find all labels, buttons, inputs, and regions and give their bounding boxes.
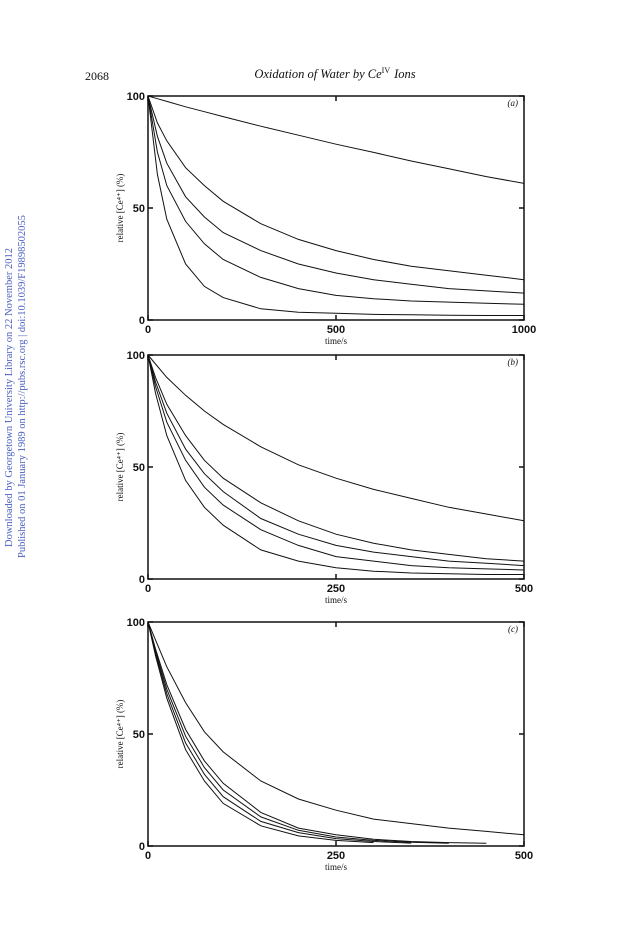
y-axis-label: relative [Ce⁴⁺] (%) bbox=[115, 174, 125, 243]
decay-curve bbox=[147, 95, 524, 316]
decay-curve bbox=[147, 354, 525, 522]
decay-curve bbox=[147, 95, 525, 305]
x-tick-label: 500 bbox=[515, 850, 533, 862]
decay-curve bbox=[147, 621, 487, 844]
x-axis-label: time/s bbox=[325, 336, 347, 346]
x-tick-label: 1000 bbox=[512, 324, 536, 336]
page-number: 2068 bbox=[85, 69, 109, 83]
running-title: Oxidation of Water by CeIV Ions bbox=[254, 66, 415, 81]
decay-curve bbox=[147, 95, 525, 294]
y-axis-label: relative [Ce⁴⁺] (%) bbox=[115, 700, 125, 769]
x-tick-label: 500 bbox=[515, 583, 533, 595]
decay-curve bbox=[147, 354, 524, 575]
panel-label: (a) bbox=[508, 98, 519, 108]
y-tick-label: 0 bbox=[139, 574, 145, 586]
y-tick-label: 50 bbox=[133, 729, 145, 741]
decay-curve bbox=[147, 354, 525, 562]
decay-curve bbox=[147, 621, 525, 836]
y-tick-label: 0 bbox=[139, 315, 145, 327]
x-tick-label: 500 bbox=[327, 324, 345, 336]
decay-curve bbox=[147, 354, 525, 571]
publication-notice: Published on 01 January 1989 on http://p… bbox=[17, 215, 28, 558]
y-tick-label: 50 bbox=[133, 203, 145, 215]
plot-frame bbox=[147, 621, 525, 847]
decay-curve bbox=[147, 621, 412, 844]
x-axis-label: time/s bbox=[325, 595, 347, 605]
decay-curve bbox=[147, 95, 525, 281]
y-tick-label: 100 bbox=[127, 91, 145, 103]
y-axis-label: relative [Ce⁴⁺] (%) bbox=[115, 433, 125, 502]
y-tick-label: 50 bbox=[133, 462, 145, 474]
y-tick-label: 0 bbox=[139, 841, 145, 853]
panel-label: (b) bbox=[508, 357, 519, 367]
decay-curve bbox=[147, 621, 374, 844]
x-tick-label: 0 bbox=[145, 850, 151, 862]
x-tick-label: 250 bbox=[327, 583, 345, 595]
title-text-end: Ions bbox=[393, 67, 416, 81]
y-tick-label: 100 bbox=[127, 617, 145, 629]
panel-label: (c) bbox=[508, 624, 518, 634]
y-tick-label: 100 bbox=[127, 350, 145, 362]
decay-curve bbox=[147, 354, 525, 567]
x-axis-label: time/s bbox=[325, 862, 347, 872]
download-notice: Downloaded by Georgetown University Libr… bbox=[4, 248, 15, 547]
decay-curve bbox=[147, 621, 449, 844]
x-tick-label: 0 bbox=[145, 324, 151, 336]
x-tick-label: 250 bbox=[327, 850, 345, 862]
title-superscript: IV bbox=[382, 66, 391, 75]
decay-curve bbox=[147, 95, 525, 184]
title-text: Oxidation of Water by Ce bbox=[254, 67, 382, 81]
x-tick-label: 0 bbox=[145, 583, 151, 595]
